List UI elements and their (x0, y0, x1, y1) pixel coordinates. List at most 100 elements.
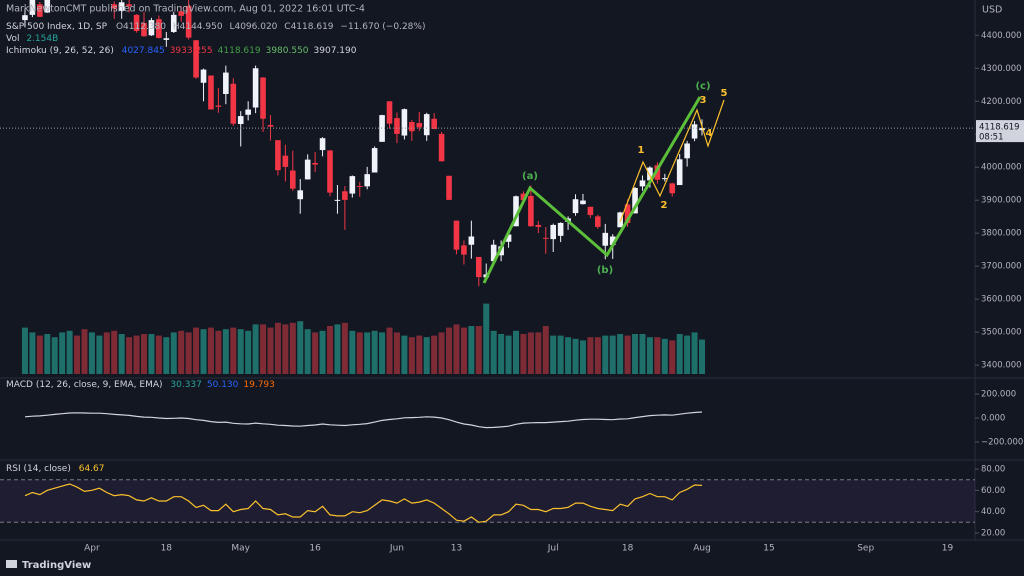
candle-body (312, 162, 318, 165)
candle-body (490, 244, 497, 262)
candle-body (520, 193, 527, 201)
candle-body (609, 236, 616, 246)
volume-bar (565, 337, 572, 374)
candle-body (185, 5, 192, 38)
volume-bar (632, 334, 639, 374)
wave-label: (b) (597, 265, 613, 276)
candle-body (44, 0, 51, 13)
candle-body (431, 118, 437, 129)
volume-bar (579, 340, 586, 374)
candle-body (379, 115, 385, 142)
volume-bar (676, 334, 683, 374)
volume-bar (468, 326, 475, 374)
candle-body (37, 4, 43, 17)
volume-bar (535, 332, 542, 374)
legend-value: 19.793 (243, 380, 275, 390)
candle-body (386, 101, 393, 124)
candle-body (699, 128, 705, 131)
x-tick-label: Aug (693, 544, 711, 554)
volume-bar (513, 330, 519, 374)
overlay (482, 96, 725, 284)
wave-label: 2 (661, 200, 668, 211)
candle-body (29, 0, 36, 15)
volume-bar (193, 327, 200, 374)
volume-bar (126, 337, 133, 374)
volume-bar (490, 330, 497, 374)
candle-body (364, 174, 370, 187)
volume-bar (356, 332, 363, 374)
volume-bar (245, 330, 252, 374)
candle-body (513, 196, 519, 227)
candle-body (200, 69, 207, 83)
y-tick-label: 60.00 (981, 486, 1005, 496)
volume-bar (289, 322, 296, 374)
y-tick-label: 3700.000 (981, 262, 1022, 272)
volume-bar (319, 330, 326, 374)
macd-title: MACD (12, 26, close, 9, EMA, EMA) (6, 380, 163, 390)
volume-bar (505, 335, 512, 374)
candle-body (319, 138, 326, 151)
volume-bar (215, 330, 222, 374)
x-tick-label: May (231, 544, 250, 554)
candle-body (505, 234, 512, 242)
candle-body (461, 245, 467, 255)
volume-bar (111, 330, 118, 374)
volume-bar (51, 337, 58, 374)
candle-body (208, 75, 214, 110)
candle-body (267, 125, 274, 127)
volume-bar (669, 340, 676, 374)
volume-bar (327, 326, 333, 374)
candle-body (662, 178, 668, 180)
y-tick-label: 80.00 (981, 465, 1005, 475)
candle-body (356, 186, 363, 188)
candle-body (676, 159, 683, 186)
volume-bar (386, 327, 393, 374)
candle-body (453, 220, 460, 250)
y-tick-label: 4000.000 (981, 163, 1022, 173)
x-tick-label: 18 (161, 544, 173, 554)
candle-body (394, 118, 400, 134)
volume-bar (178, 330, 185, 374)
volume-bar (438, 332, 445, 374)
candle-body (215, 105, 222, 107)
candle-body (170, 14, 177, 32)
wave-label: 5 (721, 88, 728, 99)
candle-body (624, 204, 631, 223)
y-tick-label: 3500.000 (981, 328, 1022, 338)
candle-body (542, 237, 549, 239)
candle-body (275, 140, 281, 171)
candle-body (669, 183, 676, 194)
candle-body (654, 165, 661, 180)
volume-bar (200, 329, 207, 374)
candle-body (528, 195, 534, 227)
candle-body (133, 14, 140, 32)
currency: USD (982, 5, 1002, 16)
volume-bar (349, 330, 356, 374)
macd-legend: MACD (12, 26, close, 9, EMA, EMA) 30.337… (6, 380, 275, 390)
x-tick-label: 13 (451, 544, 462, 554)
candle-body (416, 123, 423, 128)
y-tick-label: 20.00 (981, 528, 1005, 538)
candle-body (438, 133, 445, 162)
volume-bar (379, 332, 386, 374)
volume-bar (498, 334, 505, 374)
candle-body (156, 19, 162, 38)
y-tick-label: 4300.000 (981, 64, 1022, 74)
volume-bar (21, 327, 28, 374)
wave-label: 4 (706, 128, 713, 139)
candle-body (684, 143, 690, 159)
volume-bar (572, 338, 579, 374)
candle-body (282, 155, 289, 167)
volume-bar (274, 322, 281, 374)
wave-label: (c) (695, 81, 710, 92)
ohlc: L4096.020 (229, 22, 277, 32)
volume-bar (118, 334, 125, 374)
rsi-legend: RSI (14, close) 64.67 (6, 464, 105, 474)
volume-name: Vol (6, 34, 19, 44)
candle-body (580, 200, 586, 205)
publisher: MarkNewtonCMT published on TradingView.c… (6, 4, 365, 15)
wave-label: (a) (522, 171, 538, 182)
volume-bar (431, 335, 438, 374)
candle-body (260, 77, 266, 119)
candle-body (148, 20, 155, 36)
